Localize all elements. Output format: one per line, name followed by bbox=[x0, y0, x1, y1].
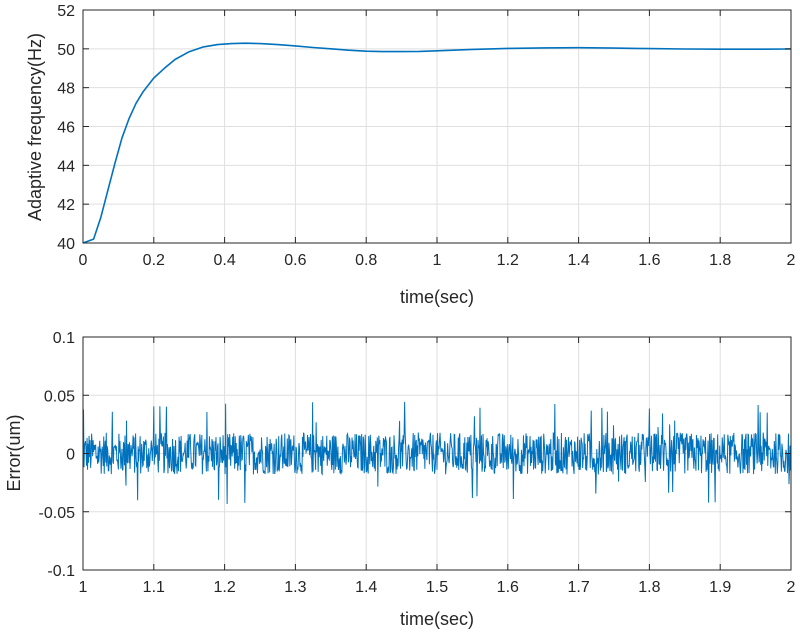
top-xtick-label: 1.8 bbox=[709, 252, 731, 269]
top-ytick-label: 46 bbox=[57, 120, 75, 137]
top-xtick-label: 2 bbox=[787, 252, 796, 269]
top-ytick-label: 44 bbox=[57, 158, 75, 175]
bottom-xtick-label: 1.3 bbox=[284, 579, 306, 596]
top-xtick-label: 0 bbox=[79, 252, 88, 269]
chart-error: 1 1.1 1.2 1.3 1.4 1.5 1.6 1.7 1.8 1.9 2 -0.1 -0.05 0 0… bbox=[4, 330, 796, 629]
bottom-xtick-label: 1.4 bbox=[355, 579, 377, 596]
top-xtick-label: 0.6 bbox=[284, 252, 306, 269]
top-xtick-label: 1.4 bbox=[567, 252, 589, 269]
bottom-xtick-label: 2 bbox=[787, 579, 796, 596]
top-xtick-label: 1 bbox=[433, 252, 442, 269]
bottom-xtick-label: 1.1 bbox=[143, 579, 165, 596]
bottom-ytick-label: 0.05 bbox=[44, 388, 75, 405]
chart-adaptive-frequency: 0 0.2 0.4 0.6 0.8 1 1.2 1.4 1.6 1.8 2 40 42 44 46 48 50 5… bbox=[25, 3, 796, 307]
bottom-ytick-label: 0.1 bbox=[53, 330, 75, 347]
bottom-ylabel: Error(um) bbox=[4, 415, 24, 492]
bottom-xtick-label: 1.8 bbox=[638, 579, 660, 596]
bottom-series-noise bbox=[82, 401, 792, 504]
bottom-xlabel: time(sec) bbox=[400, 609, 474, 629]
top-ytick-label: 48 bbox=[57, 81, 75, 98]
top-ytick-label: 40 bbox=[57, 236, 75, 253]
top-xtick-label: 0.8 bbox=[355, 252, 377, 269]
bottom-ytick-label: -0.1 bbox=[47, 563, 75, 580]
bottom-xtick-label: 1.2 bbox=[213, 579, 235, 596]
top-ytick-label: 52 bbox=[57, 3, 75, 20]
top-ytick-label: 50 bbox=[57, 42, 75, 59]
bottom-xtick-label: 1.9 bbox=[709, 579, 731, 596]
bottom-xtick-label: 1.7 bbox=[567, 579, 589, 596]
bottom-xtick-label: 1.6 bbox=[497, 579, 519, 596]
bottom-xtick-label: 1.5 bbox=[426, 579, 448, 596]
top-xtick-label: 0.2 bbox=[143, 252, 165, 269]
top-ytick-label: 42 bbox=[57, 197, 75, 214]
top-xtick-label: 1.2 bbox=[497, 252, 519, 269]
bottom-ytick-label: -0.05 bbox=[39, 505, 76, 522]
top-xlabel: time(sec) bbox=[400, 287, 474, 307]
top-xtick-label: 1.6 bbox=[638, 252, 660, 269]
top-xtick-label: 0.4 bbox=[213, 252, 235, 269]
top-ylabel: Adaptive frequency(Hz) bbox=[25, 33, 45, 221]
top-series-line bbox=[82, 42, 792, 244]
bottom-ytick-label: 0 bbox=[66, 447, 75, 464]
bottom-xtick-label: 1 bbox=[79, 579, 88, 596]
